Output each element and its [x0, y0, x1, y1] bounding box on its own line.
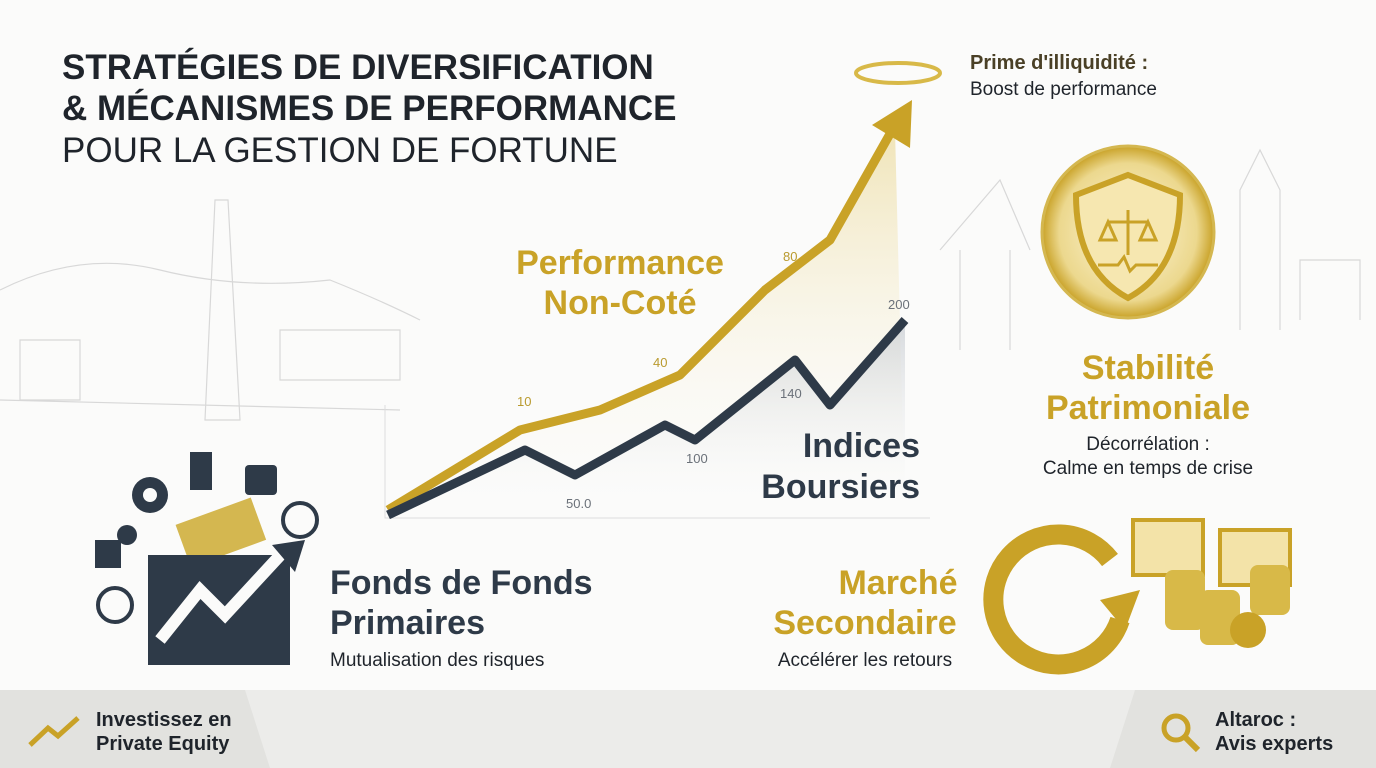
- point-label: 50.0: [566, 496, 591, 511]
- footer-link[interactable]: Private Equity: [96, 733, 230, 755]
- text: Accélérer les retours: [778, 650, 952, 671]
- halo: [854, 61, 942, 85]
- footer-link[interactable]: Altaroc :: [1215, 709, 1296, 731]
- series-label: Indices: [803, 427, 920, 465]
- heading: Patrimoniale: [1046, 389, 1250, 427]
- background-sketch: [0, 148, 1361, 421]
- series-label: Non-Coté: [544, 284, 697, 322]
- heading: Prime d'illiquidité :: [970, 52, 1148, 74]
- point-label: 200: [888, 297, 910, 312]
- line: [385, 122, 899, 514]
- search-icon: [1161, 713, 1201, 753]
- funds-icon: [95, 452, 319, 665]
- series-label: Boursiers: [761, 468, 920, 506]
- subtitle: POUR LA GESTION DE FORTUNE: [62, 131, 618, 170]
- footer-right-panel[interactable]: [1110, 690, 1376, 768]
- text: Décorrélation :: [1086, 434, 1210, 455]
- text: Boost de performance: [970, 79, 1157, 100]
- point-label: 140: [780, 386, 802, 401]
- point-label: 10: [517, 394, 531, 409]
- footer-left-panel[interactable]: [0, 690, 270, 768]
- line: [386, 317, 909, 520]
- heading: Primaires: [330, 604, 485, 642]
- point-label: 80: [783, 249, 797, 264]
- title-line: STRATÉGIES DE DIVERSIFICATION: [62, 47, 654, 87]
- heading: Secondaire: [773, 604, 956, 642]
- chart: 10 40 80 50.0 100 140 200 Performance No…: [384, 61, 942, 520]
- footer-link[interactable]: Avis experts: [1215, 733, 1333, 755]
- point-label: 100: [686, 451, 708, 466]
- heading: Marché: [838, 564, 957, 602]
- trend-icon: [28, 716, 80, 747]
- text: Calme en temps de crise: [1043, 458, 1253, 479]
- arrow-head: [872, 100, 912, 148]
- area: [388, 320, 905, 518]
- footer-link[interactable]: Investissez en: [96, 709, 232, 731]
- title-line: & MÉCANISMES DE PERFORMANCE: [62, 88, 676, 128]
- text: Mutualisation des risques: [330, 650, 544, 671]
- secondary-icon: [983, 518, 1292, 675]
- heading: Fonds de Fonds: [330, 564, 593, 602]
- series-label: Performance: [516, 244, 724, 282]
- point-label: 40: [653, 355, 667, 370]
- shield-icon: [1040, 144, 1216, 320]
- heading: Stabilité: [1082, 349, 1214, 387]
